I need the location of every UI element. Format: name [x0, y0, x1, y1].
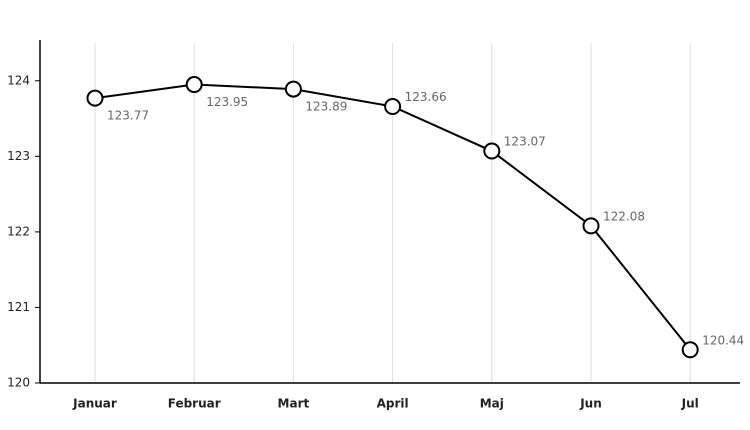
x-tick-label: Februar [168, 397, 221, 411]
point [86, 89, 104, 107]
value-label: 123.07 [504, 135, 546, 149]
value-label: 123.95 [206, 95, 248, 109]
x-tick-label: Jun [579, 397, 602, 411]
value-label: 123.77 [107, 109, 149, 123]
point [185, 76, 203, 94]
y-tick-label: 124 [7, 73, 30, 87]
value-label: 123.66 [405, 90, 447, 104]
value-label: 122.08 [603, 209, 645, 223]
x-tick-label: Jul [681, 397, 699, 411]
y-tick-label: 121 [7, 300, 30, 314]
x-tick-label: Mart [278, 397, 310, 411]
point [384, 97, 402, 115]
point [582, 217, 600, 235]
value-label: 123.89 [305, 100, 347, 114]
point [681, 341, 699, 359]
y-tick-label: 120 [7, 376, 30, 390]
x-tick-label: Januar [72, 397, 117, 411]
point [483, 142, 501, 160]
y-tick-label: 123 [7, 149, 30, 163]
point [284, 80, 302, 98]
x-tick-label: Maj [480, 397, 504, 411]
x-tick-label: April [377, 397, 409, 411]
y-tick-label: 122 [7, 224, 30, 238]
value-label: 120.44 [702, 333, 744, 347]
